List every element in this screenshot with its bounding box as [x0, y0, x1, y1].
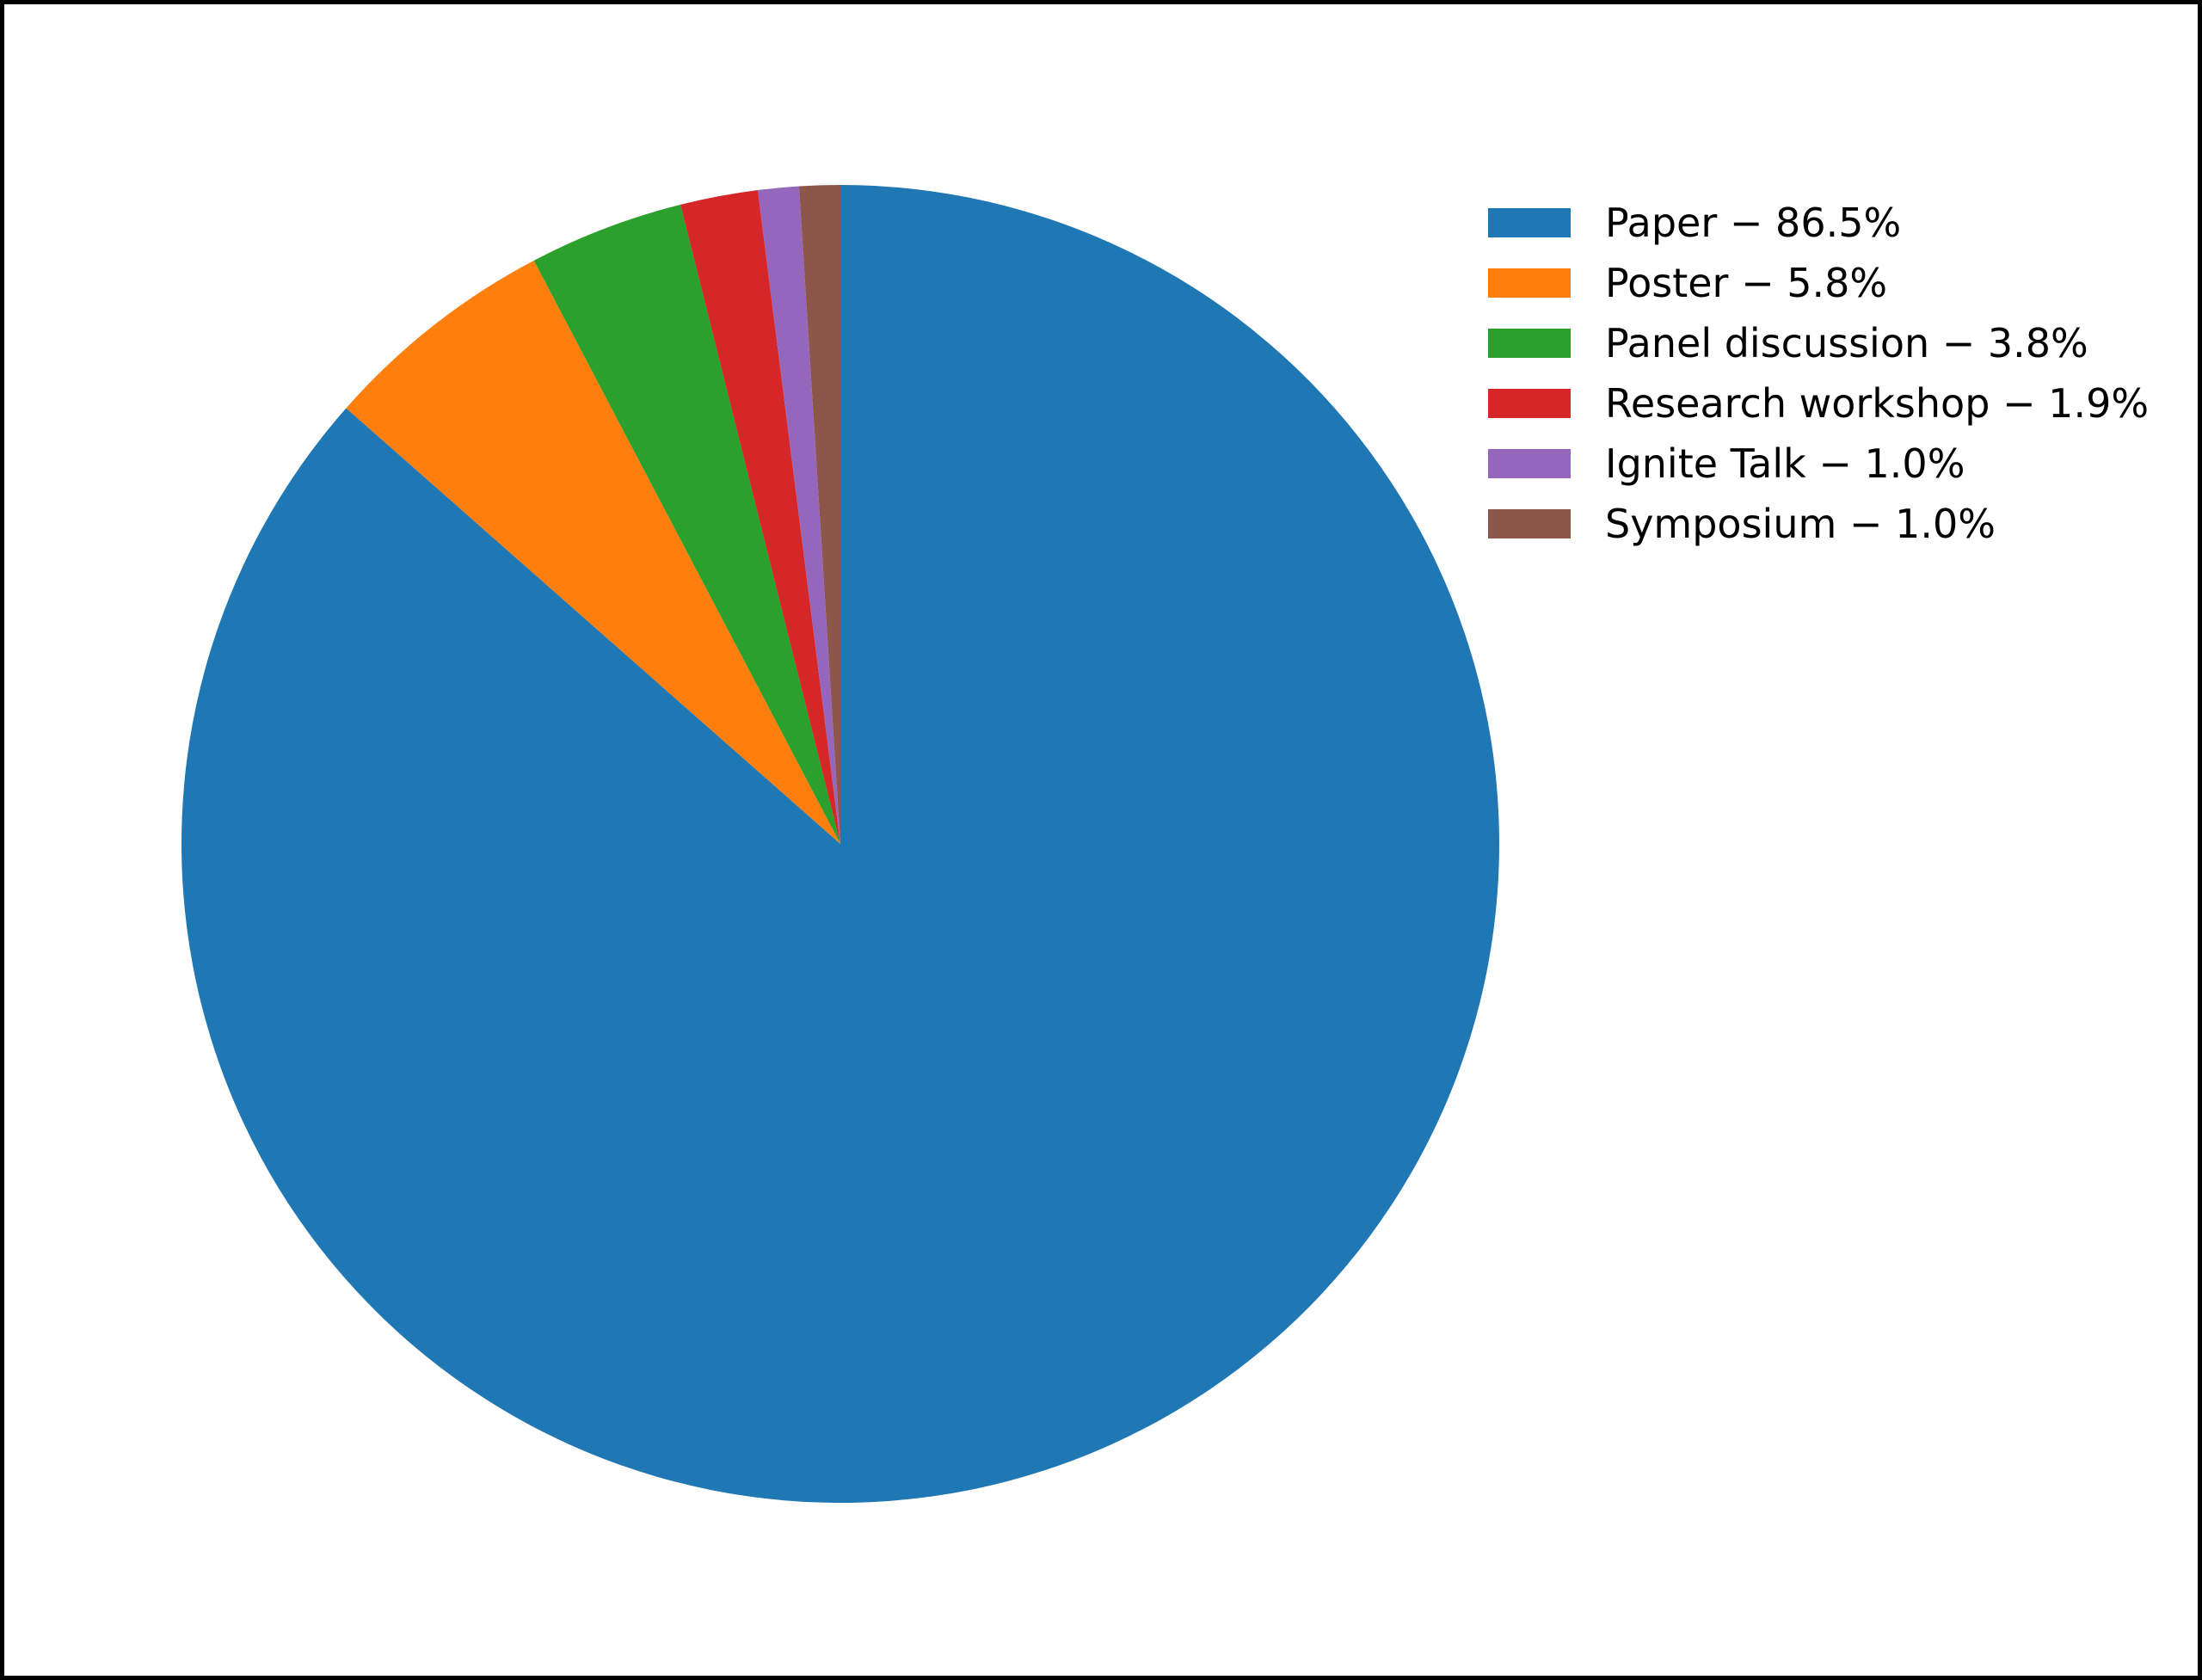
legend-item-poster: Poster − 5.8%	[1488, 253, 2149, 313]
legend-swatch	[1488, 509, 1571, 538]
legend-label: Ignite Talk − 1.0%	[1605, 440, 1965, 487]
legend-swatch	[1488, 389, 1571, 418]
legend: Paper − 86.5% Poster − 5.8% Panel discus…	[1488, 193, 2149, 554]
legend-swatch	[1488, 268, 1571, 298]
legend-label: Research workshop − 1.9%	[1605, 380, 2150, 427]
legend-item-symposium: Symposium − 1.0%	[1488, 494, 2149, 554]
pie-slice-poster	[346, 260, 840, 844]
legend-item-paper: Paper − 86.5%	[1488, 193, 2149, 253]
legend-label: Paper − 86.5%	[1605, 200, 1902, 246]
legend-label: Panel discussion − 3.8%	[1605, 320, 2088, 366]
pie-slice-symposium	[798, 185, 840, 844]
legend-swatch	[1488, 208, 1571, 237]
pie-slice-research-workshop	[680, 190, 840, 845]
pie-slice-ignite-talk	[757, 186, 840, 844]
legend-swatch	[1488, 449, 1571, 478]
legend-item-panel-discussion: Panel discussion − 3.8%	[1488, 313, 2149, 373]
legend-item-research-workshop: Research workshop − 1.9%	[1488, 373, 2149, 434]
legend-swatch	[1488, 329, 1571, 358]
legend-label: Symposium − 1.0%	[1605, 501, 1996, 547]
legend-label: Poster − 5.8%	[1605, 260, 1888, 306]
pie-slice-panel-discussion	[533, 204, 840, 844]
legend-item-ignite-talk: Ignite Talk − 1.0%	[1488, 434, 2149, 494]
pie-slice-paper	[181, 185, 1499, 1504]
